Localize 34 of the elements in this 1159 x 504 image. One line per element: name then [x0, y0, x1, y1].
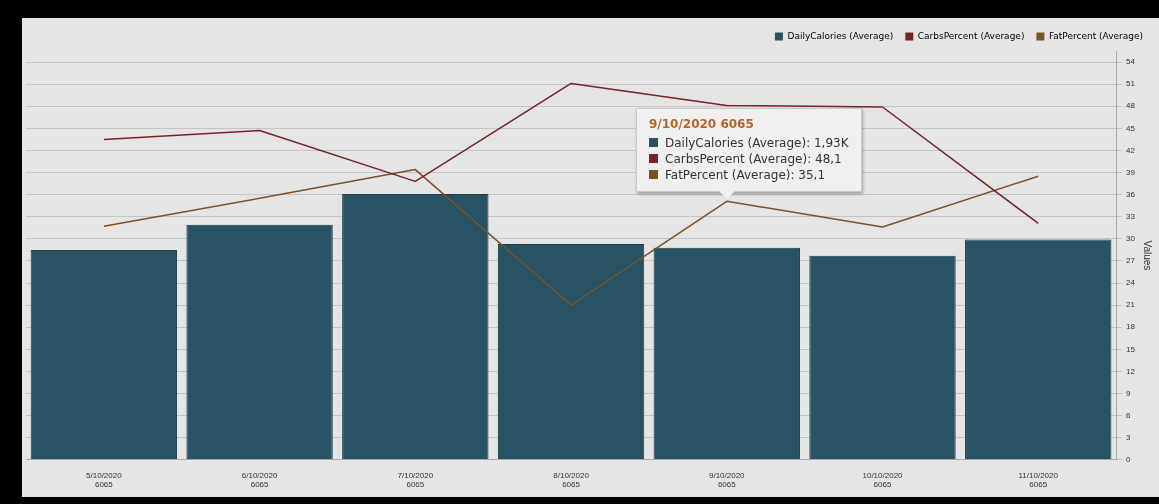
x-tick-label: 6/10/2020 6065 [241, 470, 278, 490]
x-tick-label: 5/10/2020 6065 [86, 470, 123, 490]
y-tick-label: 9 [1126, 388, 1132, 398]
y-tick-label: 0 [1126, 455, 1132, 464]
y-tick-label: 15 [1126, 344, 1136, 354]
y-tick-label: 21 [1126, 300, 1136, 310]
legend-label: DailyCalories (Average) [787, 30, 894, 41]
y-tick-label: 36 [1126, 189, 1136, 199]
x-tick-label: 7/10/2020 6065 [397, 470, 434, 490]
x-tick-label: 10/10/2020 6065 [862, 470, 904, 490]
y-tick-label: 33 [1126, 211, 1136, 221]
y-tick-label: 3 [1126, 432, 1132, 442]
annotation: 9/10/2020 6065 [649, 117, 755, 131]
annotation: DailyCalories (Average): 1,93K [664, 135, 849, 151]
y-axis-title: Values [1142, 240, 1154, 271]
y-tick-label: 12 [1126, 366, 1136, 376]
y-tick-label: 42 [1126, 145, 1136, 155]
y-tick-label: 24 [1126, 278, 1136, 288]
x-tick-label: 9/10/2020 6065 [708, 470, 746, 490]
y-tick-label: 18 [1126, 322, 1136, 332]
y-tick-label: 27 [1126, 256, 1136, 266]
x-tick-label: 8/10/2020 6065 [553, 470, 590, 490]
y-tick-label: 51 [1126, 79, 1136, 89]
y-tick-label: 39 [1126, 167, 1136, 177]
annotation: FatPercent (Average): 35,1 [664, 167, 827, 183]
y-tick-label: 6 [1126, 410, 1132, 420]
legend-label: FatPercent (Average) [1048, 30, 1144, 41]
annotation: CarbsPercent (Average): 48,1 [664, 151, 843, 167]
y-tick-label: 54 [1126, 57, 1136, 67]
x-tick-label: 11/10/2020 6065 [1018, 470, 1059, 490]
y-tick-label: 45 [1126, 123, 1136, 133]
y-tick-label: 30 [1126, 234, 1136, 244]
y-tick-label: 48 [1126, 101, 1136, 111]
legend-label: CarbsPercent (Average) [917, 30, 1025, 41]
